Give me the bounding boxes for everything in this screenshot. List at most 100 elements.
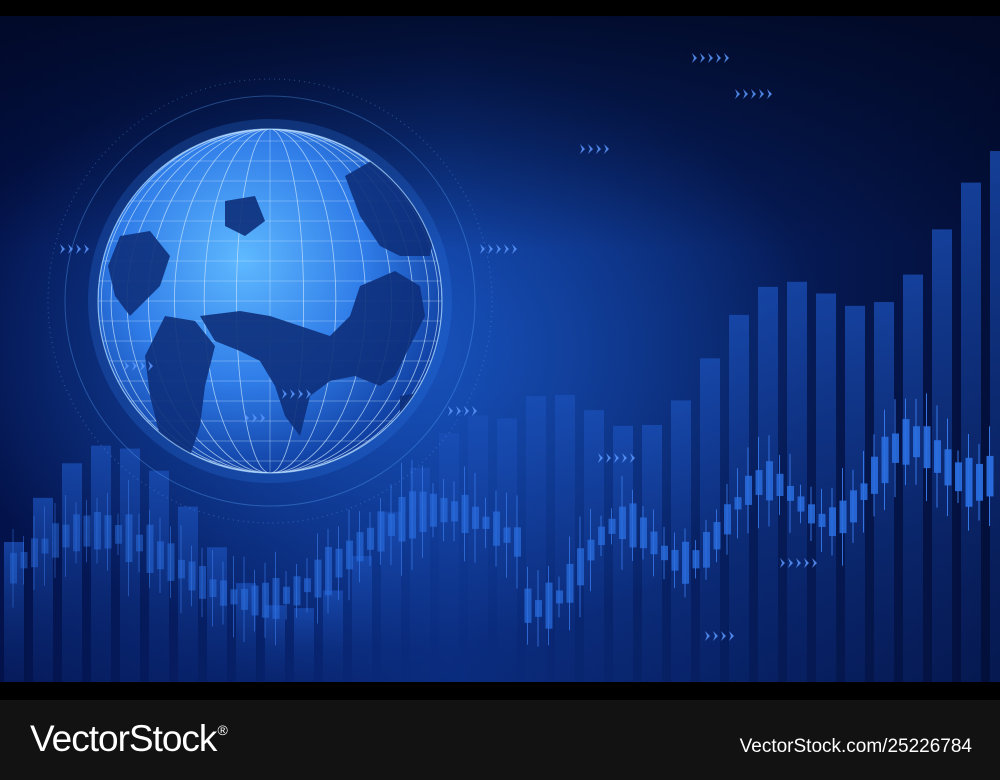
- candle-body: [482, 516, 490, 529]
- candle-body: [745, 475, 752, 505]
- candle-body: [94, 511, 101, 550]
- candle-body: [157, 541, 164, 570]
- candle-body: [755, 470, 763, 495]
- candle-body: [304, 578, 311, 593]
- candle-body: [986, 455, 994, 497]
- candle-body: [346, 540, 353, 570]
- candle-body: [104, 515, 112, 549]
- background-bar: [961, 182, 981, 682]
- background-bar: [207, 547, 227, 682]
- background-bar: [4, 542, 24, 682]
- candle-body: [52, 523, 59, 558]
- chevron-arrows-icon: [598, 453, 635, 463]
- candle-body: [619, 506, 626, 540]
- candle-body: [251, 585, 259, 616]
- candle-body: [587, 539, 595, 561]
- candle-body: [524, 588, 532, 623]
- watermark-footer: VectorStock® VectorStock.com/25226784: [0, 700, 1000, 780]
- candle-body: [913, 426, 920, 458]
- candle-body: [430, 493, 437, 527]
- image-url: VectorStock.com/25226784: [739, 736, 972, 757]
- background-bar: [323, 590, 343, 682]
- background-bar: [381, 511, 401, 682]
- candle-body: [125, 514, 133, 563]
- globe-rings: [47, 78, 493, 524]
- candle-body: [608, 518, 616, 534]
- candle-body: [976, 463, 983, 501]
- background-bar: [468, 415, 488, 682]
- candle-body: [965, 457, 973, 507]
- candle-body: [661, 545, 668, 561]
- candle-body: [220, 580, 227, 606]
- background-bar: [932, 229, 952, 682]
- candle-body: [713, 522, 721, 550]
- chevron-arrows-icon: [282, 389, 311, 399]
- background-bar: [555, 394, 575, 682]
- background-bar: [903, 274, 923, 682]
- chevron-arrows-icon: [580, 144, 609, 154]
- brand-text: VectorStock: [30, 718, 217, 759]
- chevron-arrows-icon: [480, 244, 517, 254]
- candle-body: [41, 538, 49, 554]
- background-bar: [352, 555, 372, 682]
- background-bar: [990, 151, 1000, 682]
- candle-body: [850, 490, 857, 523]
- candle-body: [514, 527, 521, 557]
- background-bar: [62, 463, 82, 682]
- background-bar: [613, 425, 633, 682]
- chevron-arrows-icon: [735, 89, 772, 99]
- candle-body: [724, 504, 731, 535]
- candle-body: [146, 524, 154, 573]
- chevron-arrows-icon: [244, 413, 265, 423]
- candle-body: [73, 514, 80, 552]
- candle-body: [923, 426, 931, 469]
- candle-body: [734, 497, 742, 510]
- vectorstock-brand: VectorStock®: [30, 718, 228, 760]
- candle-body: [629, 503, 637, 548]
- candle-body: [167, 543, 175, 581]
- chevron-arrows-icon: [705, 631, 734, 641]
- chevron-arrows-icon: [692, 53, 729, 63]
- candle-body: [808, 504, 815, 524]
- candle-body: [577, 548, 584, 586]
- background-bar: [816, 293, 836, 682]
- background-bar: [149, 470, 169, 682]
- candle-body: [419, 491, 427, 533]
- candle-body: [944, 449, 952, 486]
- background-bar: [439, 433, 459, 682]
- candle-body: [283, 586, 290, 604]
- candle-body: [472, 506, 479, 529]
- candle-body: [178, 559, 185, 579]
- candle-body: [682, 541, 689, 584]
- candle-body: [409, 491, 416, 539]
- chevron-arrows-icon: [60, 244, 89, 254]
- candle-body: [839, 500, 847, 534]
- candle-body: [787, 485, 794, 501]
- candle-body: [535, 600, 542, 617]
- candle-body: [545, 582, 553, 629]
- candle-body: [640, 517, 647, 549]
- candle-body: [293, 576, 301, 606]
- candle-body: [892, 433, 899, 463]
- candle-body: [881, 436, 889, 484]
- globe-icon: [88, 119, 452, 483]
- candle-body: [188, 561, 196, 591]
- candle-body: [62, 524, 70, 548]
- candle-body: [115, 525, 122, 544]
- chevron-arrows-icon: [780, 558, 817, 568]
- candle-body: [776, 473, 784, 496]
- chevron-arrows-icon: [448, 406, 477, 416]
- background-bar: [33, 497, 53, 682]
- background-bar: [91, 445, 111, 682]
- candle-body: [398, 496, 406, 542]
- candle-body: [451, 501, 458, 522]
- background-bar: [700, 358, 720, 682]
- candle-body: [902, 419, 910, 465]
- background-bar: [294, 608, 314, 682]
- candle-body: [692, 550, 700, 569]
- background-bar: [526, 396, 546, 682]
- candle-body: [31, 538, 38, 568]
- candle-body: [199, 566, 206, 599]
- candle-body: [440, 497, 448, 523]
